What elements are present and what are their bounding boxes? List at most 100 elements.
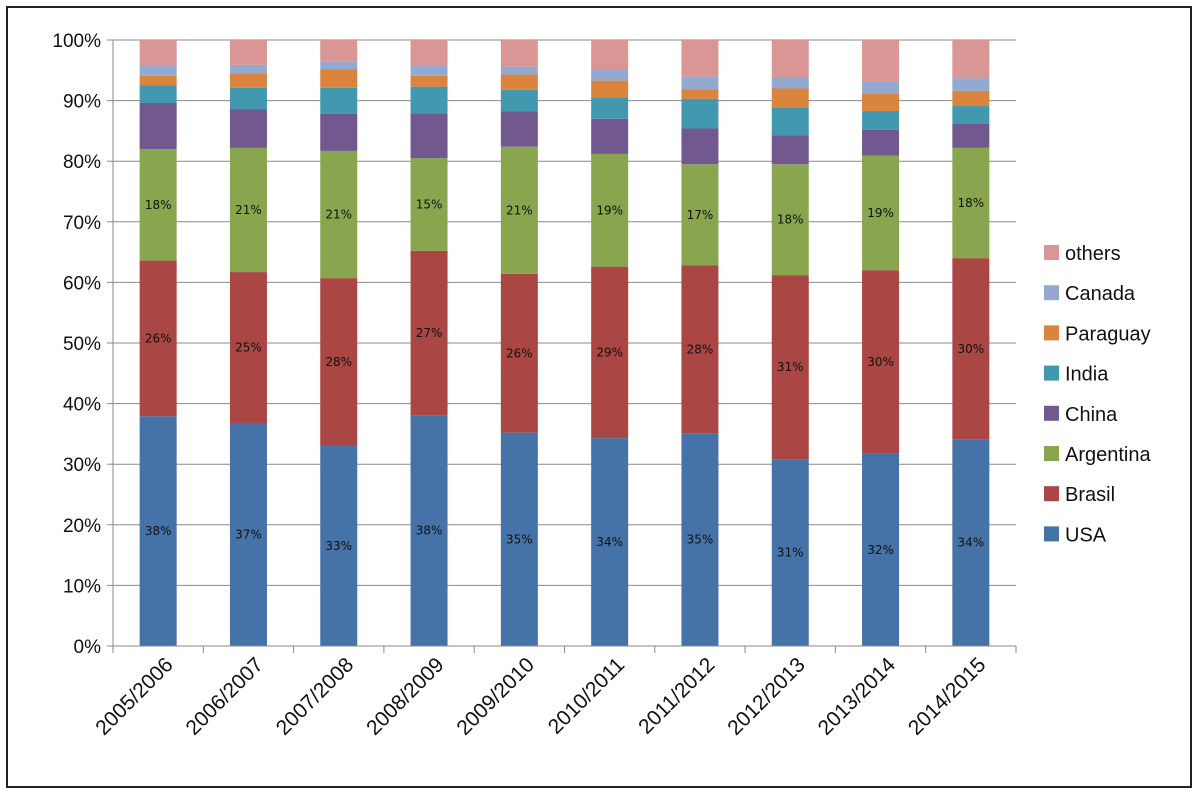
legend-label: China [1065,404,1118,426]
data-label: 21% [506,203,533,217]
legend-label: Argentina [1065,444,1151,466]
legend-label: Paraguay [1065,323,1151,345]
bar-brasil-2011-2012 [681,265,719,434]
bar-brasil-2013-2014 [862,270,900,454]
data-label: 26% [506,346,533,360]
data-label: 38% [416,524,443,538]
bar-paraguay-2006-2007 [229,73,267,88]
legend-item-argentina: Argentina [1044,444,1151,466]
bar-usa-2007-2008 [320,446,358,646]
bar-china-2010-2011 [591,118,629,154]
bar-usa-2014-2015 [952,439,990,646]
bar-brasil-2005-2006 [139,260,177,417]
legend-swatch [1044,365,1059,381]
bar-paraguay-2009-2010 [500,74,538,90]
bar-others-2010-2011 [591,40,629,70]
legend-item-brasil: Brasil [1044,484,1115,506]
y-tick-label: 60% [63,273,101,294]
bar-argentina-2014-2015 [952,147,990,259]
legend-item-usa: USA [1044,524,1107,546]
legend-item-paraguay: Paraguay [1044,323,1151,345]
bar-paraguay-2008-2009 [410,75,448,87]
bar-usa-2013-2014 [862,453,900,646]
bar-usa-2011-2012 [681,433,719,646]
data-label: 35% [687,533,714,547]
bar-brasil-2008-2009 [410,250,448,416]
bar-argentina-2008-2009 [410,158,448,251]
legend-label: Canada [1065,283,1136,305]
bar-usa-2009-2010 [500,432,538,646]
bar-argentina-2010-2011 [591,153,629,267]
bar-china-2006-2007 [229,109,267,148]
bar-others-2008-2009 [410,40,448,66]
bar-argentina-2009-2010 [500,146,538,274]
bar-argentina-2011-2012 [681,164,719,266]
legend-swatch [1044,526,1059,542]
data-label: 38% [145,524,172,538]
data-label: 32% [867,543,894,557]
bar-usa-2006-2007 [229,422,267,646]
legend-item-china: China [1044,404,1118,426]
x-tick-label: 2014/2015 [904,653,990,739]
data-label: 17% [687,208,714,222]
data-label: 34% [958,536,985,550]
bar-china-2005-2006 [139,103,177,150]
bar-india-2011-2012 [681,98,719,129]
bar-canada-2014-2015 [952,78,990,91]
legend-swatch [1044,446,1059,461]
data-label: 15% [416,198,443,212]
bar-paraguay-2010-2011 [591,80,629,98]
bar-paraguay-2007-2008 [320,69,358,88]
bar-brasil-2014-2015 [952,258,990,440]
bar-canada-2010-2011 [591,69,629,81]
bar-argentina-2012-2013 [771,164,809,276]
legend-item-others: others [1044,243,1121,265]
x-tick-label: 2007/2008 [272,653,358,739]
x-tick-label: 2012/2013 [723,653,809,739]
y-tick-label: 50% [63,334,101,355]
bar-china-2008-2009 [410,113,448,159]
legend-swatch [1044,325,1059,341]
bar-brasil-2006-2007 [229,272,267,423]
legend-label: India [1065,364,1109,386]
data-label: 25% [235,341,262,355]
bar-argentina-2007-2008 [320,150,358,279]
bar-others-2014-2015 [952,40,990,79]
y-tick-label: 30% [63,455,101,476]
data-label: 31% [777,360,804,374]
bar-argentina-2013-2014 [862,155,900,271]
bar-india-2007-2008 [320,87,358,114]
bar-others-2012-2013 [771,40,809,77]
y-axis-tick-labels: 0% 10% 20% 30% 40% 50% 60% 70% 80% 90% 100% [52,31,101,658]
legend-item-india: India [1044,364,1109,386]
bar-india-2010-2011 [591,97,629,119]
y-tick-label: 80% [63,152,101,173]
x-tick-label: 2010/2011 [544,653,629,738]
bar-china-2011-2012 [681,128,719,165]
data-label: 37% [235,527,262,541]
data-label: 30% [867,355,894,369]
legend-item-canada: Canada [1044,283,1136,305]
bar-china-2009-2010 [500,111,538,147]
legend-label: others [1065,243,1121,265]
bar-india-2006-2007 [229,87,267,110]
bar-china-2007-2008 [320,113,358,151]
bar-paraguay-2005-2006 [139,75,177,86]
bar-argentina-2006-2007 [229,147,267,273]
bar-canada-2007-2008 [320,61,358,70]
bar-others-2007-2008 [320,40,358,62]
bars [139,40,990,646]
bar-china-2012-2013 [771,135,809,165]
y-tick-label: 20% [63,516,101,537]
bar-others-2009-2010 [500,40,538,67]
bar-brasil-2009-2010 [500,273,538,433]
y-tick-label: 100% [52,31,101,52]
bar-canada-2009-2010 [500,66,538,75]
data-label: 18% [958,196,985,210]
bar-india-2013-2014 [862,110,900,130]
bar-canada-2012-2013 [771,76,809,89]
bar-paraguay-2014-2015 [952,90,990,107]
data-label: 18% [777,213,804,227]
bar-paraguay-2012-2013 [771,88,809,108]
